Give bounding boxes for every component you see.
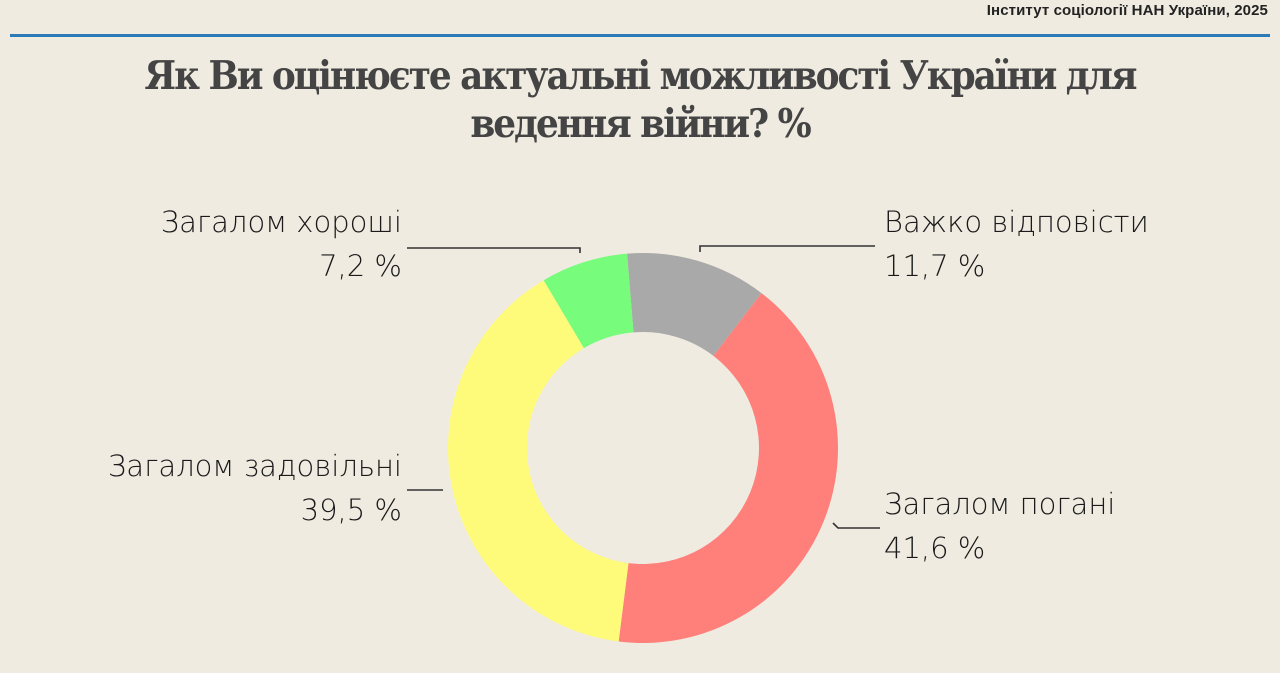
leader-lines (407, 245, 880, 529)
label-hard-value: 11,7 % (884, 249, 986, 283)
header-divider (10, 34, 1270, 37)
chart-title-line-2: ведення війни? % (470, 101, 811, 147)
donut-slice-1 (618, 293, 839, 644)
donut-slice-0 (627, 253, 762, 356)
label-satisfactory-value: 39,5 % (300, 493, 402, 527)
label-hard-name: Важко відповісти (884, 205, 1149, 239)
label-good-value: 7,2 % (319, 249, 402, 283)
label-bad-name: Загалом погані (884, 487, 1116, 521)
chart-title-line-1: Як Ви оцінюєте актуальні можливості Укра… (144, 53, 1138, 99)
label-bad-value: 41,6 % (884, 531, 986, 565)
chart-title: Як Ви оцінюєте актуальні можливості Укра… (51, 52, 1229, 148)
label-satisfactory: Загалом задовільні 39,5 % (108, 444, 402, 532)
label-hard: Важко відповісти 11,7 % (884, 200, 1149, 288)
label-good-name: Загалом хороші (160, 205, 402, 239)
leader-line-bad (832, 522, 880, 529)
donut-slice-2 (447, 280, 629, 642)
label-satisfactory-name: Загалом задовільні (107, 449, 402, 483)
leader-line-good (407, 247, 581, 253)
donut-slice-3 (543, 253, 634, 349)
label-good: Загалом хороші 7,2 % (161, 200, 402, 288)
leader-line-hard (699, 245, 875, 252)
label-bad: Загалом погані 41,6 % (884, 482, 1115, 570)
donut-slices (447, 253, 839, 644)
source-caption: Інститут соціології НАН України, 2025 (986, 2, 1268, 19)
